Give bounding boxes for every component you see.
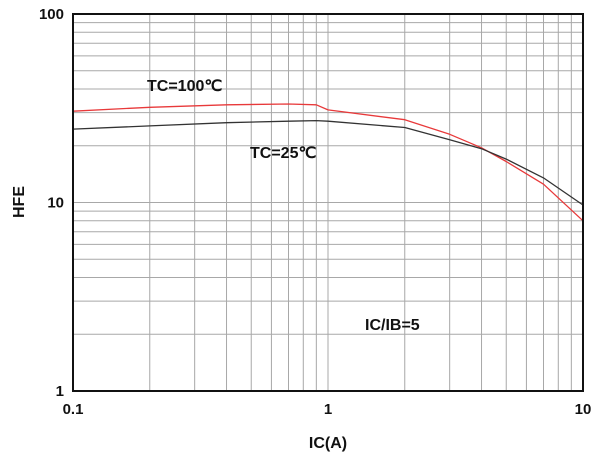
series-label-tc100: TC=100℃	[147, 78, 222, 95]
series-line-tc100	[72, 103, 584, 222]
ratio-annotation: IC/IB=5	[365, 317, 420, 334]
plot-frame	[72, 13, 584, 392]
series-label-tc25: TC=25℃	[250, 145, 316, 162]
x-tick-label: 10	[575, 401, 592, 418]
y-tick-label: 100	[39, 6, 64, 23]
y-tick-label: 1	[56, 383, 64, 400]
x-axis-label: IC(A)	[309, 435, 347, 452]
x-tick-label: 0.1	[63, 401, 84, 418]
grid-lines	[73, 14, 583, 391]
y-tick-label: 10	[47, 195, 64, 212]
x-tick-label: 1	[324, 401, 332, 418]
series-line-tc25	[72, 119, 584, 206]
series-lines	[72, 103, 584, 222]
y-axis-label: HFE	[11, 186, 28, 218]
